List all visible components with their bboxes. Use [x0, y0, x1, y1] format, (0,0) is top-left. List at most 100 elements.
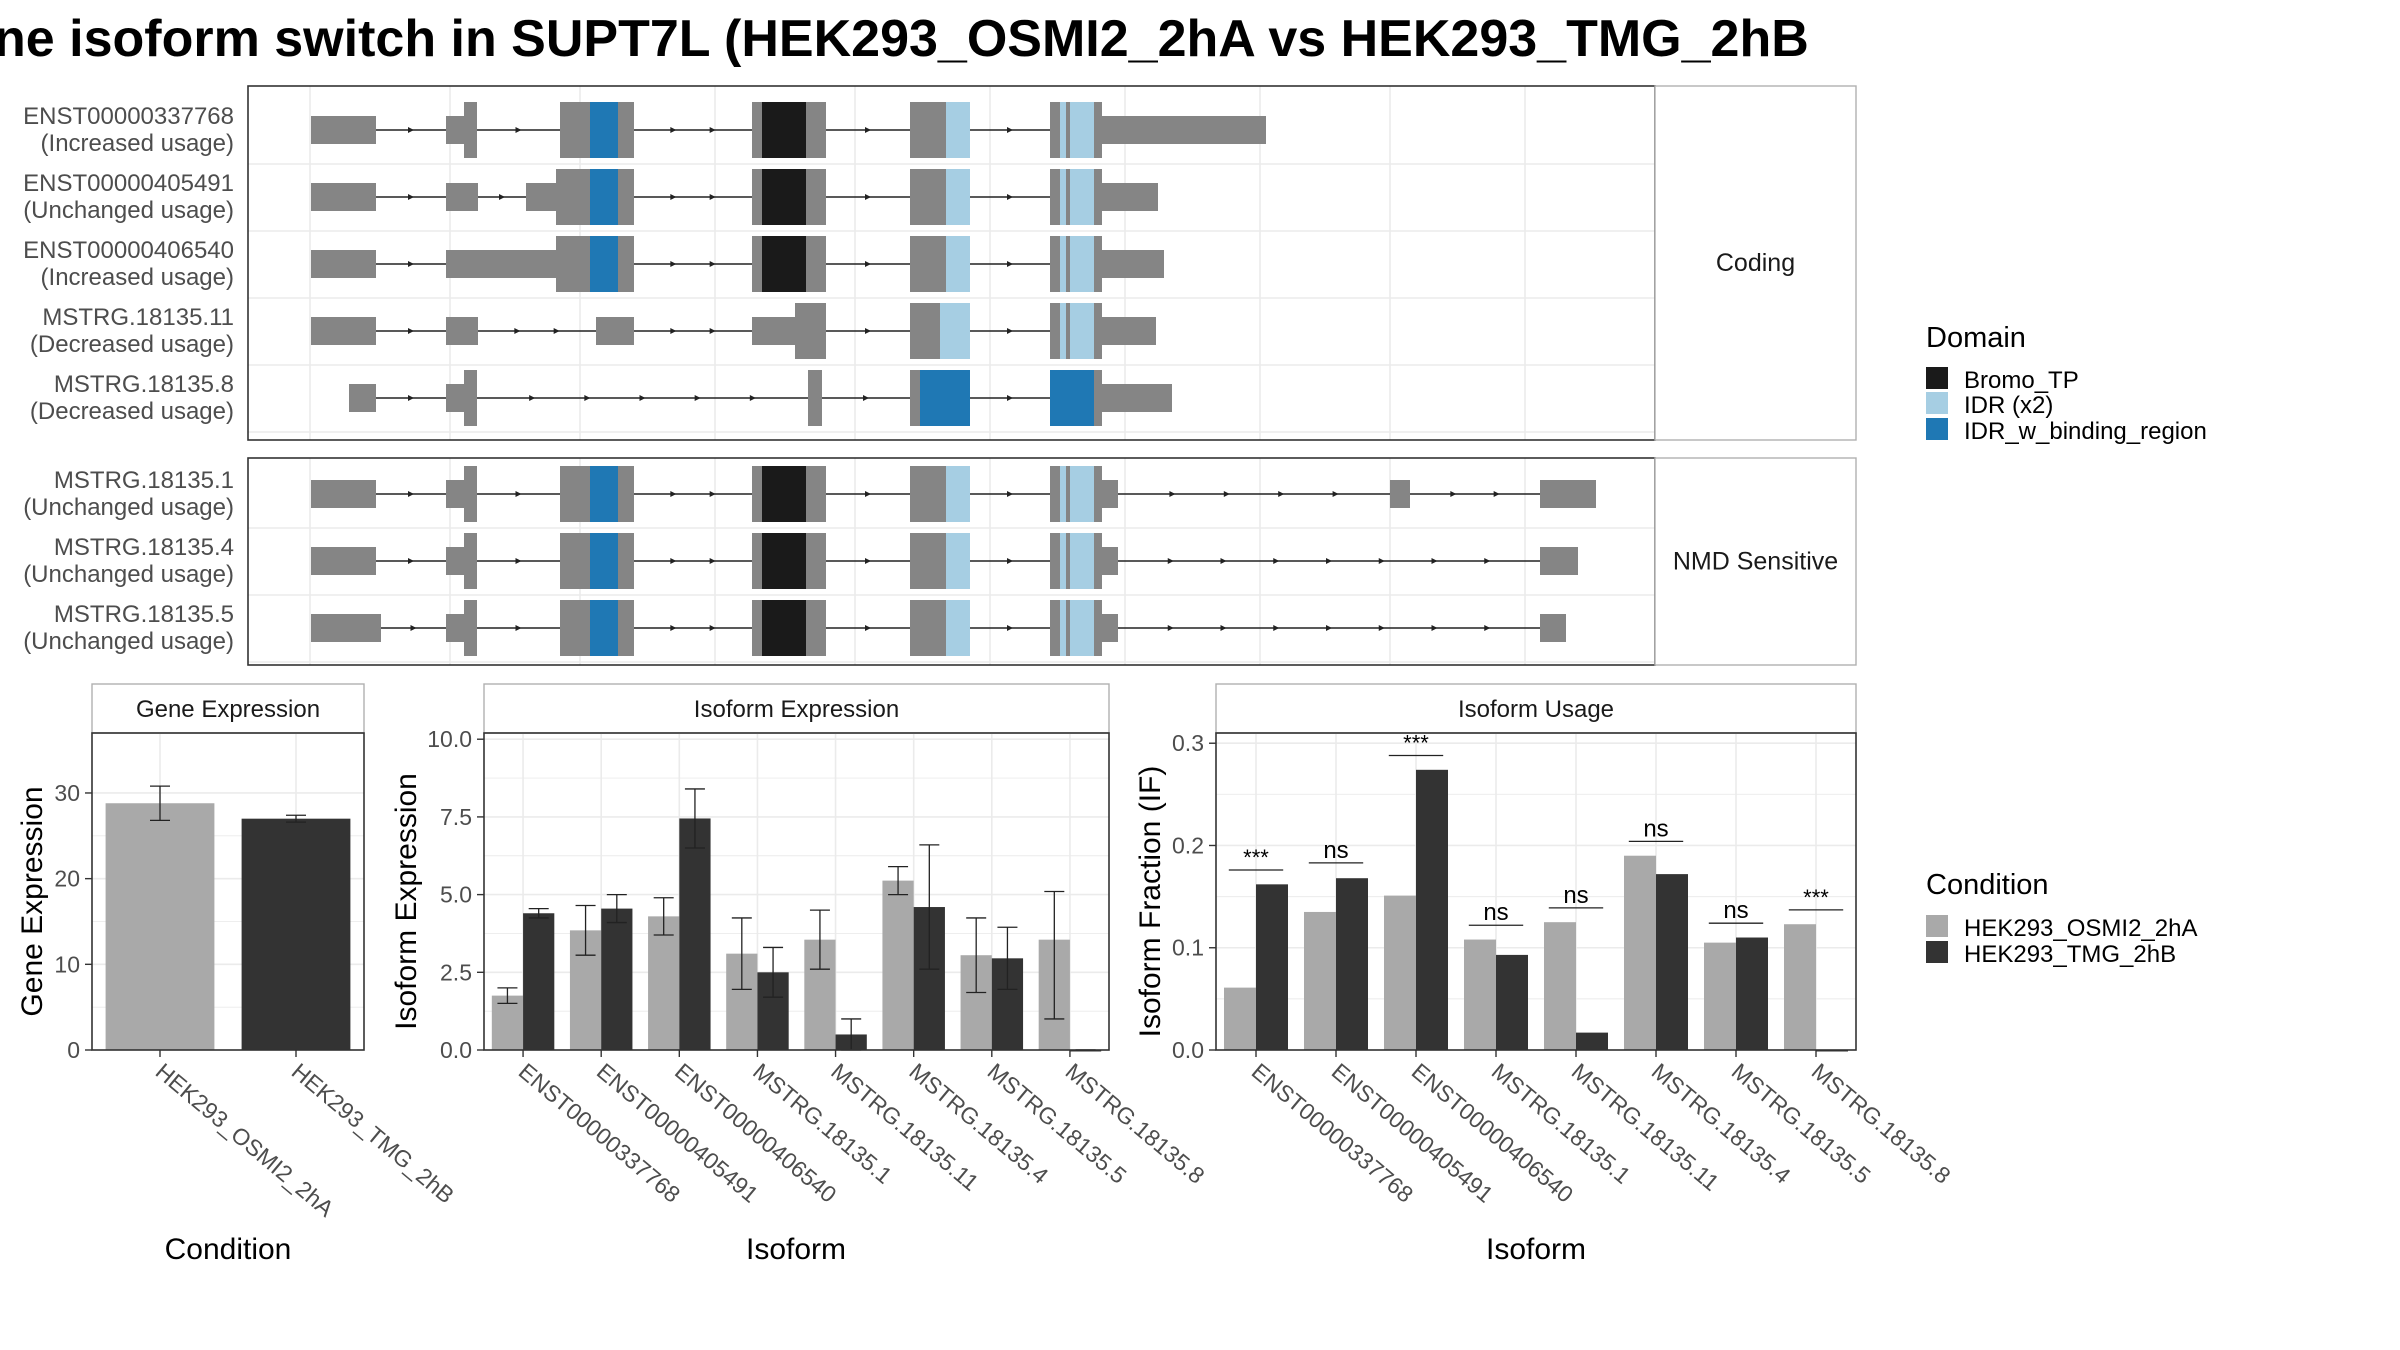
bromo-tp-domain	[762, 533, 806, 589]
intron-arrow	[1484, 558, 1491, 564]
idr-domain	[1060, 303, 1066, 359]
chart-isoform-usage: Isoform Usage *** ns *** ns ns ns ns *** 0.0 0.1 0.…	[1134, 683, 1956, 1266]
coding-exon	[806, 169, 826, 225]
idr-domain	[1070, 236, 1094, 292]
intron-arrow	[1220, 625, 1227, 631]
isoform-id-label: MSTRG.18135.5	[54, 601, 234, 628]
intron-arrow	[709, 491, 716, 497]
coding-exon	[1066, 466, 1070, 522]
coding-exon	[1050, 533, 1060, 589]
intron-arrow	[865, 558, 871, 564]
legend-key-bromo	[1926, 367, 1948, 389]
facet-strip	[1654, 85, 1857, 441]
utr-exon	[526, 183, 556, 211]
x-axis-title: Condition	[165, 1233, 292, 1266]
intron-arrow	[670, 127, 677, 133]
significance-label: ***	[1803, 885, 1829, 910]
bromo-tp-domain	[762, 169, 806, 225]
idr-domain	[1070, 533, 1094, 589]
intron-arrow	[1378, 625, 1385, 631]
intron-arrow	[670, 625, 677, 631]
legend-key-idr	[1926, 392, 1948, 414]
y-tick-label: 0.2	[1172, 832, 1204, 858]
x-tick-label: MSTRG.18135.11	[826, 1058, 983, 1196]
utr-exon	[752, 317, 795, 345]
utr-exon	[311, 547, 376, 575]
coding-exon	[1094, 466, 1102, 522]
chart-title: Isoform Usage	[1458, 696, 1614, 723]
idr-domain	[946, 466, 970, 522]
coding-exon	[618, 102, 634, 158]
intron-arrow	[1220, 558, 1227, 564]
coding-exon	[618, 236, 634, 292]
utr-exon	[446, 250, 556, 278]
coding-exon	[910, 466, 946, 522]
isoform-id-label: ENST00000405491	[23, 170, 234, 197]
y-tick-label: 5.0	[440, 882, 472, 908]
utr-exon	[311, 480, 376, 508]
isoform-row: MSTRG.18135.8(Decreased usage)	[30, 370, 1172, 426]
coding-exon	[1094, 303, 1102, 359]
utr-exon	[446, 317, 478, 345]
idr-domain	[946, 533, 970, 589]
intron-arrow	[1278, 491, 1285, 497]
bar	[1384, 895, 1416, 1050]
coding-exon	[910, 600, 946, 656]
isoform-usage-label: (Unchanged usage)	[23, 628, 234, 655]
chart-panel-border	[1215, 732, 1857, 1051]
isoform-usage-label: (Decreased usage)	[30, 398, 234, 425]
isoform-row: MSTRG.18135.1(Unchanged usage)	[23, 466, 1596, 522]
utr-exon	[446, 183, 478, 211]
coding-exon	[1066, 169, 1070, 225]
coding-exon	[910, 236, 946, 292]
intron-arrow	[1007, 395, 1013, 401]
idr-domain	[1060, 600, 1066, 656]
utr-exon	[1102, 547, 1118, 575]
intron-arrow	[1493, 491, 1500, 497]
utr-exon	[1102, 614, 1118, 642]
idr-binding-domain	[590, 102, 618, 158]
intron-arrow	[670, 558, 677, 564]
intron-arrow	[514, 328, 521, 334]
coding-exon	[556, 169, 590, 225]
bar	[1416, 769, 1448, 1050]
utr-exon	[311, 317, 376, 345]
x-tick-label: MSTRG.18135.1	[748, 1058, 897, 1189]
intron-arrow	[1007, 328, 1013, 334]
x-axis-title: Isoform	[1486, 1233, 1586, 1266]
y-tick-label: 0.0	[440, 1037, 472, 1063]
coding-exon	[560, 466, 590, 522]
bar	[648, 916, 680, 1050]
idr-domain	[946, 236, 970, 292]
coding-exon	[1050, 236, 1060, 292]
y-axis-title: Gene Expression	[16, 786, 49, 1016]
intron-arrow	[515, 127, 522, 133]
y-axis-title: Isoform Expression	[390, 773, 423, 1030]
intron-arrow	[709, 261, 716, 267]
x-tick-label: MSTRG.18135.1	[1487, 1058, 1636, 1189]
idr-binding-domain	[1050, 370, 1094, 426]
chart-title: Gene Expression	[136, 696, 320, 723]
structure-facet-nmd-sensitive: MSTRG.18135.1(Unchanged usage) MSTRG.1813…	[23, 457, 1857, 666]
intron-arrow	[1169, 491, 1176, 497]
intron-arrow	[1007, 127, 1013, 133]
coding-exon	[910, 303, 940, 359]
intron-arrow	[408, 395, 414, 401]
utr-exon	[1102, 384, 1172, 412]
isoform-row: MSTRG.18135.11(Decreased usage)	[30, 303, 1156, 359]
y-tick-label: 10.0	[427, 726, 472, 752]
y-tick-label: 10	[54, 951, 80, 977]
y-tick-label: 7.5	[440, 804, 472, 830]
utr-exon	[311, 614, 381, 642]
x-tick-label: MSTRG.18135.8	[1807, 1058, 1956, 1189]
utr-exon	[446, 614, 464, 642]
coding-exon	[1050, 466, 1060, 522]
coding-exon	[806, 600, 826, 656]
significance-label: ***	[1243, 845, 1269, 870]
intron-arrow	[1007, 491, 1013, 497]
intron-arrow	[1007, 558, 1013, 564]
intron-arrow	[515, 558, 522, 564]
chart-strip	[91, 683, 365, 734]
coding-exon	[1066, 600, 1070, 656]
facet-strip	[1654, 457, 1857, 666]
